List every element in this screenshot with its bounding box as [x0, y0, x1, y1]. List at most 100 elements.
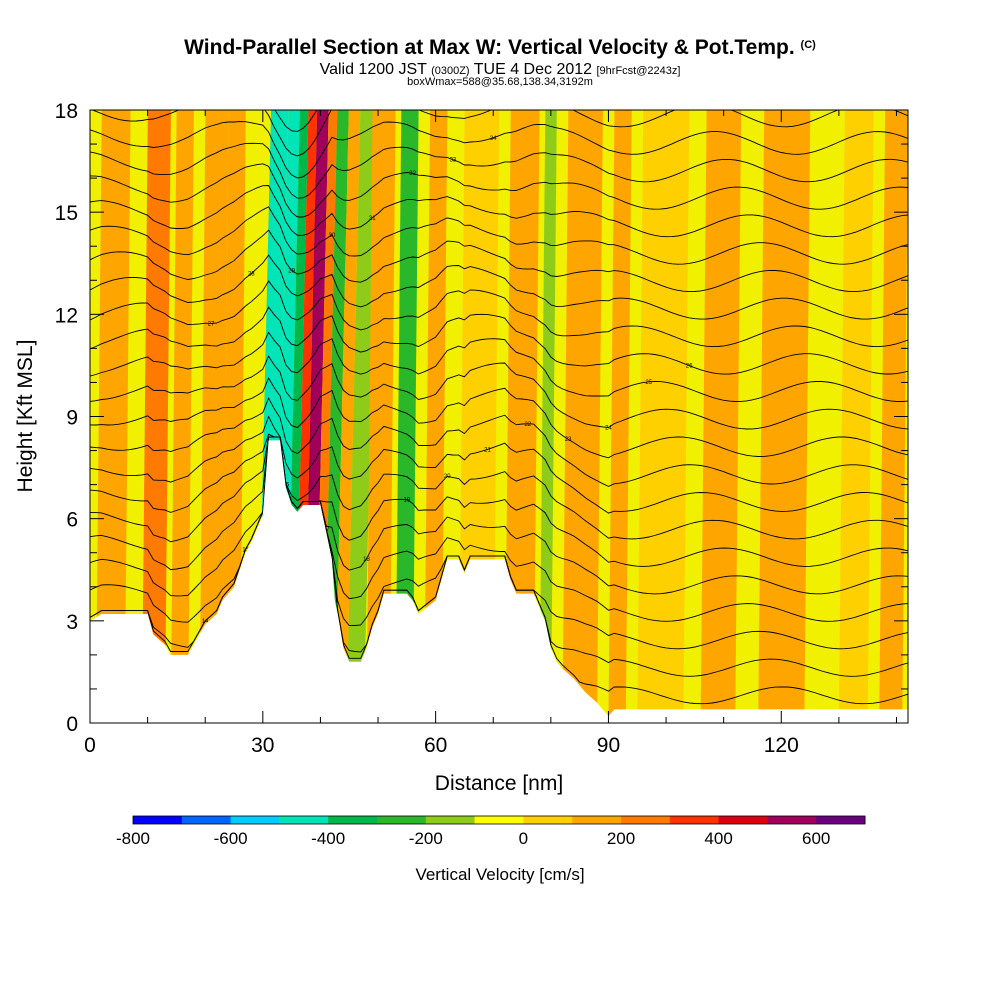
- velocity-band: [366, 110, 396, 723]
- colorbar-frame: [132, 815, 866, 825]
- contour-label: 21: [484, 447, 491, 453]
- y-tick-label: 15: [55, 202, 78, 225]
- colorbar-segment: [425, 816, 476, 824]
- theta-contour: [90, 185, 908, 238]
- velocity-band: [95, 110, 131, 723]
- x-tick-label: 0: [84, 734, 96, 757]
- theta-contour: [90, 436, 908, 595]
- y-axis-title: Height [Kft MSL]: [14, 340, 37, 493]
- colorbar-segment: [669, 816, 720, 824]
- theta-contour: [90, 121, 908, 179]
- colorbar-label: 600: [802, 829, 830, 848]
- colorbar-label: 200: [607, 829, 635, 848]
- velocity-band: [758, 110, 811, 723]
- contour-label: 31: [369, 216, 376, 222]
- contour-label: 18: [363, 557, 370, 563]
- contour-label: 20: [444, 474, 451, 480]
- velocity-band: [879, 110, 908, 723]
- chart-title-text: Wind-Parallel Section at Max W: Vertical…: [184, 36, 795, 59]
- theta-contour: [90, 331, 908, 402]
- velocity-band: [395, 110, 419, 723]
- valid-utc: (0300Z): [431, 65, 470, 77]
- colorbar-segment: [181, 816, 232, 824]
- copyright-mark: (C): [800, 39, 816, 51]
- chart-subtitle: Valid 1200 JST (0300Z) TUE 4 Dec 2012 [9…: [0, 61, 1000, 79]
- theta-contour: [90, 355, 908, 430]
- contour-label: 26: [686, 364, 693, 370]
- contour-label: 34: [490, 136, 497, 142]
- velocity-band: [608, 110, 632, 723]
- theta-contour: [90, 436, 908, 567]
- velocity-band: [141, 110, 171, 723]
- valid-date: TUE 4 Dec 2012: [473, 61, 593, 78]
- colorbar-segment: [230, 816, 280, 824]
- y-tick-label: 6: [66, 509, 78, 532]
- contour-label: 25: [645, 380, 652, 386]
- colorbar-title: Vertical Velocity [cm/s]: [415, 865, 584, 884]
- x-tick-label: 90: [597, 734, 620, 757]
- chart-title: Wind-Parallel Section at Max W: Vertical…: [0, 36, 1000, 60]
- y-tick-label: 3: [66, 611, 78, 634]
- colorbar-segment: [621, 816, 671, 824]
- colorbar-segment: [133, 816, 183, 824]
- y-tick-label: 9: [66, 407, 78, 430]
- forecast-info: [9hrFcst@2243z]: [596, 65, 681, 77]
- colorbar-label: -200: [409, 829, 443, 848]
- colorbar-segment: [718, 816, 768, 824]
- y-tick-label: 18: [55, 100, 78, 123]
- contour-label: 15: [242, 547, 249, 553]
- contour-label: 24: [605, 426, 612, 432]
- y-tick-label: 12: [55, 304, 78, 327]
- theta-contour: [90, 142, 908, 199]
- contour-label: 33: [450, 158, 457, 164]
- contour-label: 14: [202, 619, 209, 625]
- theta-contour: [90, 229, 908, 293]
- colorbar-segment: [572, 816, 622, 824]
- contour-label: 32: [409, 171, 416, 177]
- terrain: [90, 440, 908, 723]
- theta-contour: [90, 397, 908, 487]
- potential-temperature-contours: 1415161718192021222324252627282930313233…: [90, 87, 908, 705]
- colorbar-segment: [523, 816, 573, 824]
- theta-contour: [90, 377, 908, 459]
- colorbar: -800 -600 -400 -200 0 200 400 600: [116, 815, 866, 848]
- x-axis: 0 30 60 90 120: [84, 110, 897, 757]
- box-info: boxWmax=588@35.68,138.34,3192m: [407, 76, 593, 88]
- theta-contour: [91, 110, 908, 157]
- contour-label: 36: [571, 87, 578, 93]
- y-axis: 0 3 6 9 12 15 18: [55, 100, 908, 736]
- colorbar-label: -600: [214, 829, 248, 848]
- theta-contour: [90, 436, 908, 622]
- velocity-band: [504, 110, 540, 723]
- contour-label: 29: [288, 268, 295, 274]
- contour-label: 28: [248, 272, 255, 278]
- contour-label: 27: [208, 321, 215, 327]
- colorbar-segment: [474, 816, 524, 824]
- contour-label: 23: [565, 437, 572, 443]
- x-tick-label: 30: [251, 734, 274, 757]
- velocity-band: [424, 110, 448, 723]
- velocity-band: [170, 110, 194, 723]
- velocity-band: [838, 110, 874, 723]
- velocity-band: [562, 110, 603, 723]
- velocity-band: [637, 110, 690, 723]
- theta-contour: [90, 206, 908, 265]
- valid-time: Valid 1200 JST: [319, 61, 427, 78]
- colorbar-segment: [279, 816, 329, 824]
- velocity-band: [334, 110, 361, 723]
- theta-contour: [90, 254, 908, 320]
- y-tick-label: 0: [66, 713, 78, 736]
- colorbar-segment: [816, 816, 866, 824]
- velocity-band: [199, 110, 229, 723]
- colorbar-segment: [328, 816, 378, 824]
- theta-contour: [90, 433, 908, 540]
- colorbar-label: -800: [116, 829, 150, 848]
- colorbar-label: 0: [519, 829, 528, 848]
- x-axis-title: Distance [nm]: [435, 772, 563, 795]
- theta-contour: [90, 306, 908, 375]
- contour-label: 19: [403, 498, 410, 504]
- velocity-band: [700, 110, 742, 723]
- contour-label: 22: [524, 422, 531, 428]
- colorbar-label: -400: [311, 829, 345, 848]
